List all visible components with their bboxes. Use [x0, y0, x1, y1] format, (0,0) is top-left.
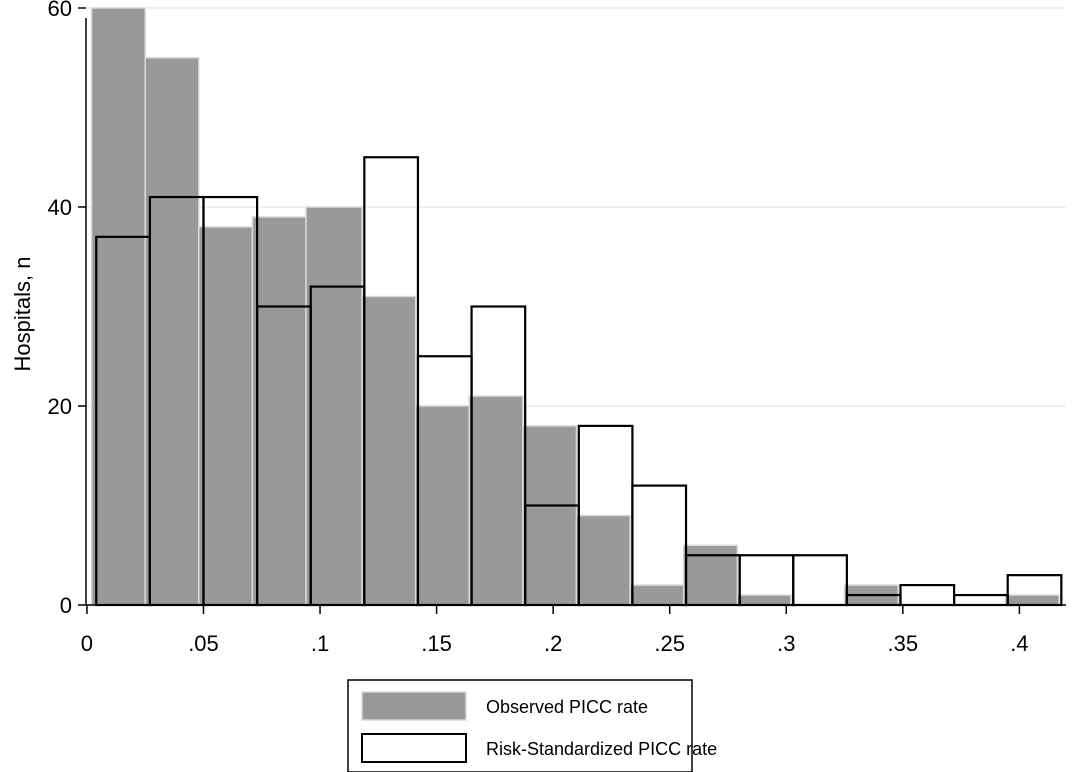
observed-bar-5	[361, 295, 417, 606]
legend-swatch-risk-standardized	[361, 733, 467, 763]
x-tick-label-0: 0	[81, 631, 93, 656]
legend-label-observed: Observed PICC rate	[486, 697, 648, 717]
x-tick-label-.05: .05	[188, 631, 219, 656]
observed-bar-9	[575, 514, 631, 606]
legend-label-risk-standardized: Risk-Standardized PICC rate	[486, 739, 717, 759]
x-tick-label-.1: .1	[311, 631, 329, 656]
x-tick-label-.4: .4	[1010, 631, 1028, 656]
observed-bar-10	[629, 584, 685, 606]
x-tick-label-.25: .25	[654, 631, 685, 656]
observed-bar-4	[305, 206, 363, 606]
x-tick-label-.3: .3	[777, 631, 795, 656]
observed-bar-1	[144, 57, 200, 606]
observed-bar-8	[522, 425, 578, 606]
y-tick-label-20: 20	[48, 394, 72, 419]
y-axis-title: Hospitals, n	[10, 257, 35, 372]
legend-swatch-observed	[361, 691, 467, 721]
observed-bar-3	[251, 216, 307, 606]
x-tick-label-.15: .15	[421, 631, 452, 656]
y-tick-label-40: 40	[48, 195, 72, 220]
y-tick-label-0: 0	[60, 593, 72, 618]
observed-bar-17	[1004, 594, 1060, 606]
risk-standardized-bar-15	[899, 583, 956, 607]
x-tick-label-.2: .2	[544, 631, 562, 656]
observed-bar-0	[90, 7, 146, 606]
x-tick-label-.35: .35	[888, 631, 919, 656]
axes: 0 20 40 60 0 .05 .1 .15 .2 .25 .3 .35 .4	[48, 0, 1066, 656]
observed-bar-7	[468, 395, 524, 606]
observed-bars	[90, 7, 1060, 606]
risk-standardized-bar-13	[792, 554, 848, 607]
observed-bar-2	[198, 226, 254, 606]
risk-standardized-bar-16	[953, 593, 1009, 607]
observed-bar-6	[414, 405, 470, 606]
legend: Observed PICC rate Risk-Standardized PIC…	[347, 679, 717, 772]
observed-bar-12	[736, 594, 792, 606]
y-tick-label-60: 60	[48, 0, 72, 21]
